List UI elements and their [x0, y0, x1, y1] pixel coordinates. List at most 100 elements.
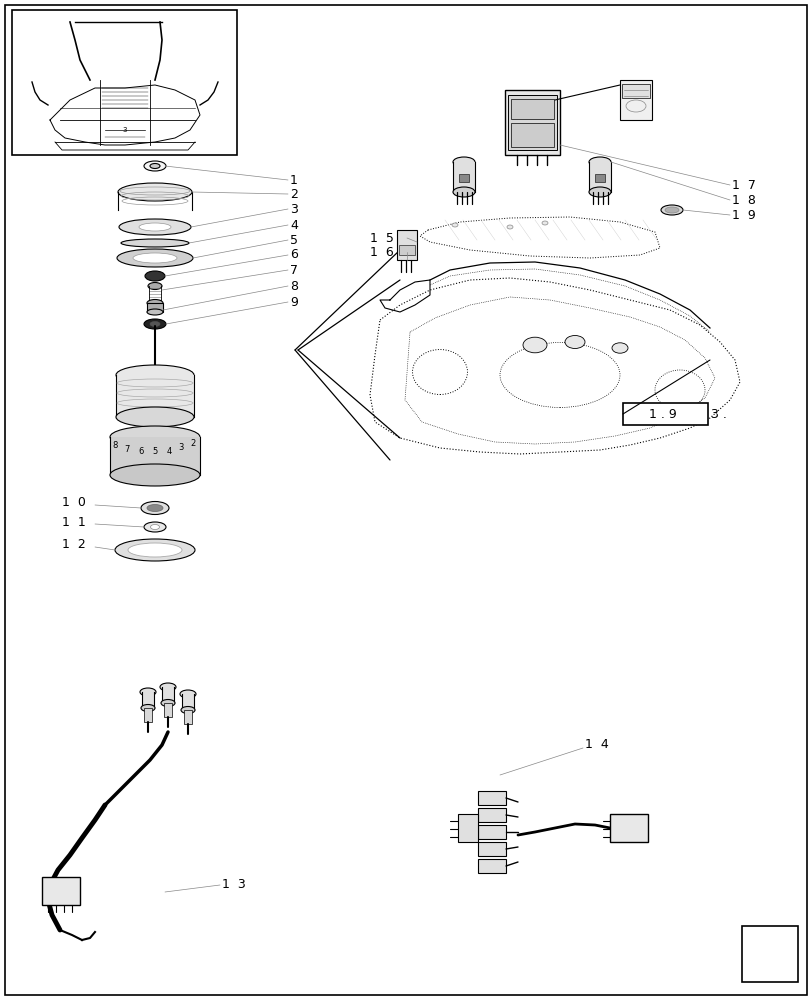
Ellipse shape [150, 322, 160, 326]
Text: 9: 9 [290, 296, 298, 308]
Text: 3: 3 [122, 127, 127, 133]
Text: 1  7: 1 7 [731, 179, 755, 192]
Ellipse shape [150, 524, 159, 530]
Ellipse shape [541, 221, 547, 225]
Bar [144, 708, 152, 722]
Ellipse shape [151, 128, 189, 148]
Ellipse shape [453, 157, 474, 167]
Bar [116, 375, 194, 417]
Ellipse shape [664, 207, 678, 213]
Bar [162, 687, 174, 703]
Text: 6: 6 [290, 248, 298, 261]
Text: 1 . 9: 1 . 9 [648, 408, 676, 420]
Bar [42, 877, 80, 905]
Text: 3: 3 [290, 203, 298, 216]
Bar [457, 814, 478, 842]
Ellipse shape [133, 253, 177, 263]
Text: 4: 4 [166, 446, 171, 456]
Text: 5: 5 [290, 233, 298, 246]
Text: 1  1: 1 1 [62, 516, 86, 530]
Text: 2: 2 [290, 188, 298, 201]
Text: 6: 6 [138, 446, 144, 456]
Ellipse shape [111, 119, 139, 141]
Bar [478, 825, 505, 839]
Text: 1  9: 1 9 [731, 209, 755, 222]
Text: 3: 3 [178, 444, 183, 452]
Ellipse shape [158, 132, 182, 144]
Text: 1  5: 1 5 [370, 232, 393, 244]
Ellipse shape [145, 271, 165, 281]
Ellipse shape [144, 319, 165, 329]
Ellipse shape [116, 407, 194, 427]
Ellipse shape [588, 187, 610, 197]
Bar [453, 162, 474, 192]
Text: 1  0: 1 0 [62, 496, 86, 510]
Ellipse shape [522, 337, 547, 353]
Text: 1  4: 1 4 [584, 738, 608, 752]
Bar [478, 842, 505, 856]
Bar [504, 90, 560, 155]
Ellipse shape [144, 522, 165, 532]
Ellipse shape [139, 223, 171, 231]
Text: 1  8: 1 8 [731, 194, 755, 207]
Text: 7: 7 [290, 263, 298, 276]
Ellipse shape [147, 309, 163, 315]
Ellipse shape [506, 225, 513, 229]
Bar [478, 808, 505, 822]
Bar [12, 10, 237, 155]
Ellipse shape [161, 700, 175, 706]
Text: 8: 8 [290, 279, 298, 292]
Bar [398, 245, 414, 255]
Bar [164, 703, 172, 717]
Ellipse shape [148, 282, 162, 290]
Bar [478, 859, 505, 873]
Bar [109, 437, 200, 475]
Text: 1  2: 1 2 [62, 538, 86, 552]
Bar [508, 95, 556, 150]
Ellipse shape [118, 183, 191, 201]
Bar [510, 123, 553, 147]
Text: 4: 4 [290, 219, 298, 232]
Text: 1  3: 1 3 [221, 878, 246, 892]
Ellipse shape [68, 132, 92, 144]
Bar [620, 80, 651, 120]
Ellipse shape [109, 426, 200, 448]
Bar [397, 230, 417, 260]
Ellipse shape [588, 157, 610, 167]
Bar [182, 694, 194, 710]
Ellipse shape [452, 223, 457, 227]
Bar [478, 791, 505, 805]
Ellipse shape [121, 239, 189, 247]
Ellipse shape [453, 187, 474, 197]
Ellipse shape [109, 464, 200, 486]
Ellipse shape [115, 539, 195, 561]
Bar [609, 814, 647, 842]
Bar [622, 403, 707, 425]
Ellipse shape [564, 336, 584, 349]
Ellipse shape [150, 164, 160, 169]
Polygon shape [749, 938, 779, 978]
Text: 7: 7 [124, 444, 130, 454]
Ellipse shape [160, 683, 176, 691]
Text: 3 .: 3 . [710, 408, 726, 420]
Ellipse shape [141, 704, 155, 711]
Bar [588, 162, 610, 192]
Text: 1  6: 1 6 [370, 245, 393, 258]
Ellipse shape [117, 249, 193, 267]
Bar [621, 84, 649, 98]
Ellipse shape [144, 161, 165, 171]
Ellipse shape [115, 122, 135, 138]
Ellipse shape [61, 128, 99, 148]
Ellipse shape [180, 690, 195, 698]
Ellipse shape [181, 706, 195, 713]
Ellipse shape [128, 543, 182, 557]
Text: 8: 8 [112, 440, 118, 450]
Ellipse shape [660, 205, 682, 215]
Bar [458, 174, 469, 182]
Ellipse shape [116, 365, 194, 385]
Ellipse shape [147, 300, 163, 306]
Text: 1: 1 [290, 174, 298, 187]
Bar [594, 174, 604, 182]
Bar [147, 303, 163, 312]
Polygon shape [745, 934, 793, 978]
